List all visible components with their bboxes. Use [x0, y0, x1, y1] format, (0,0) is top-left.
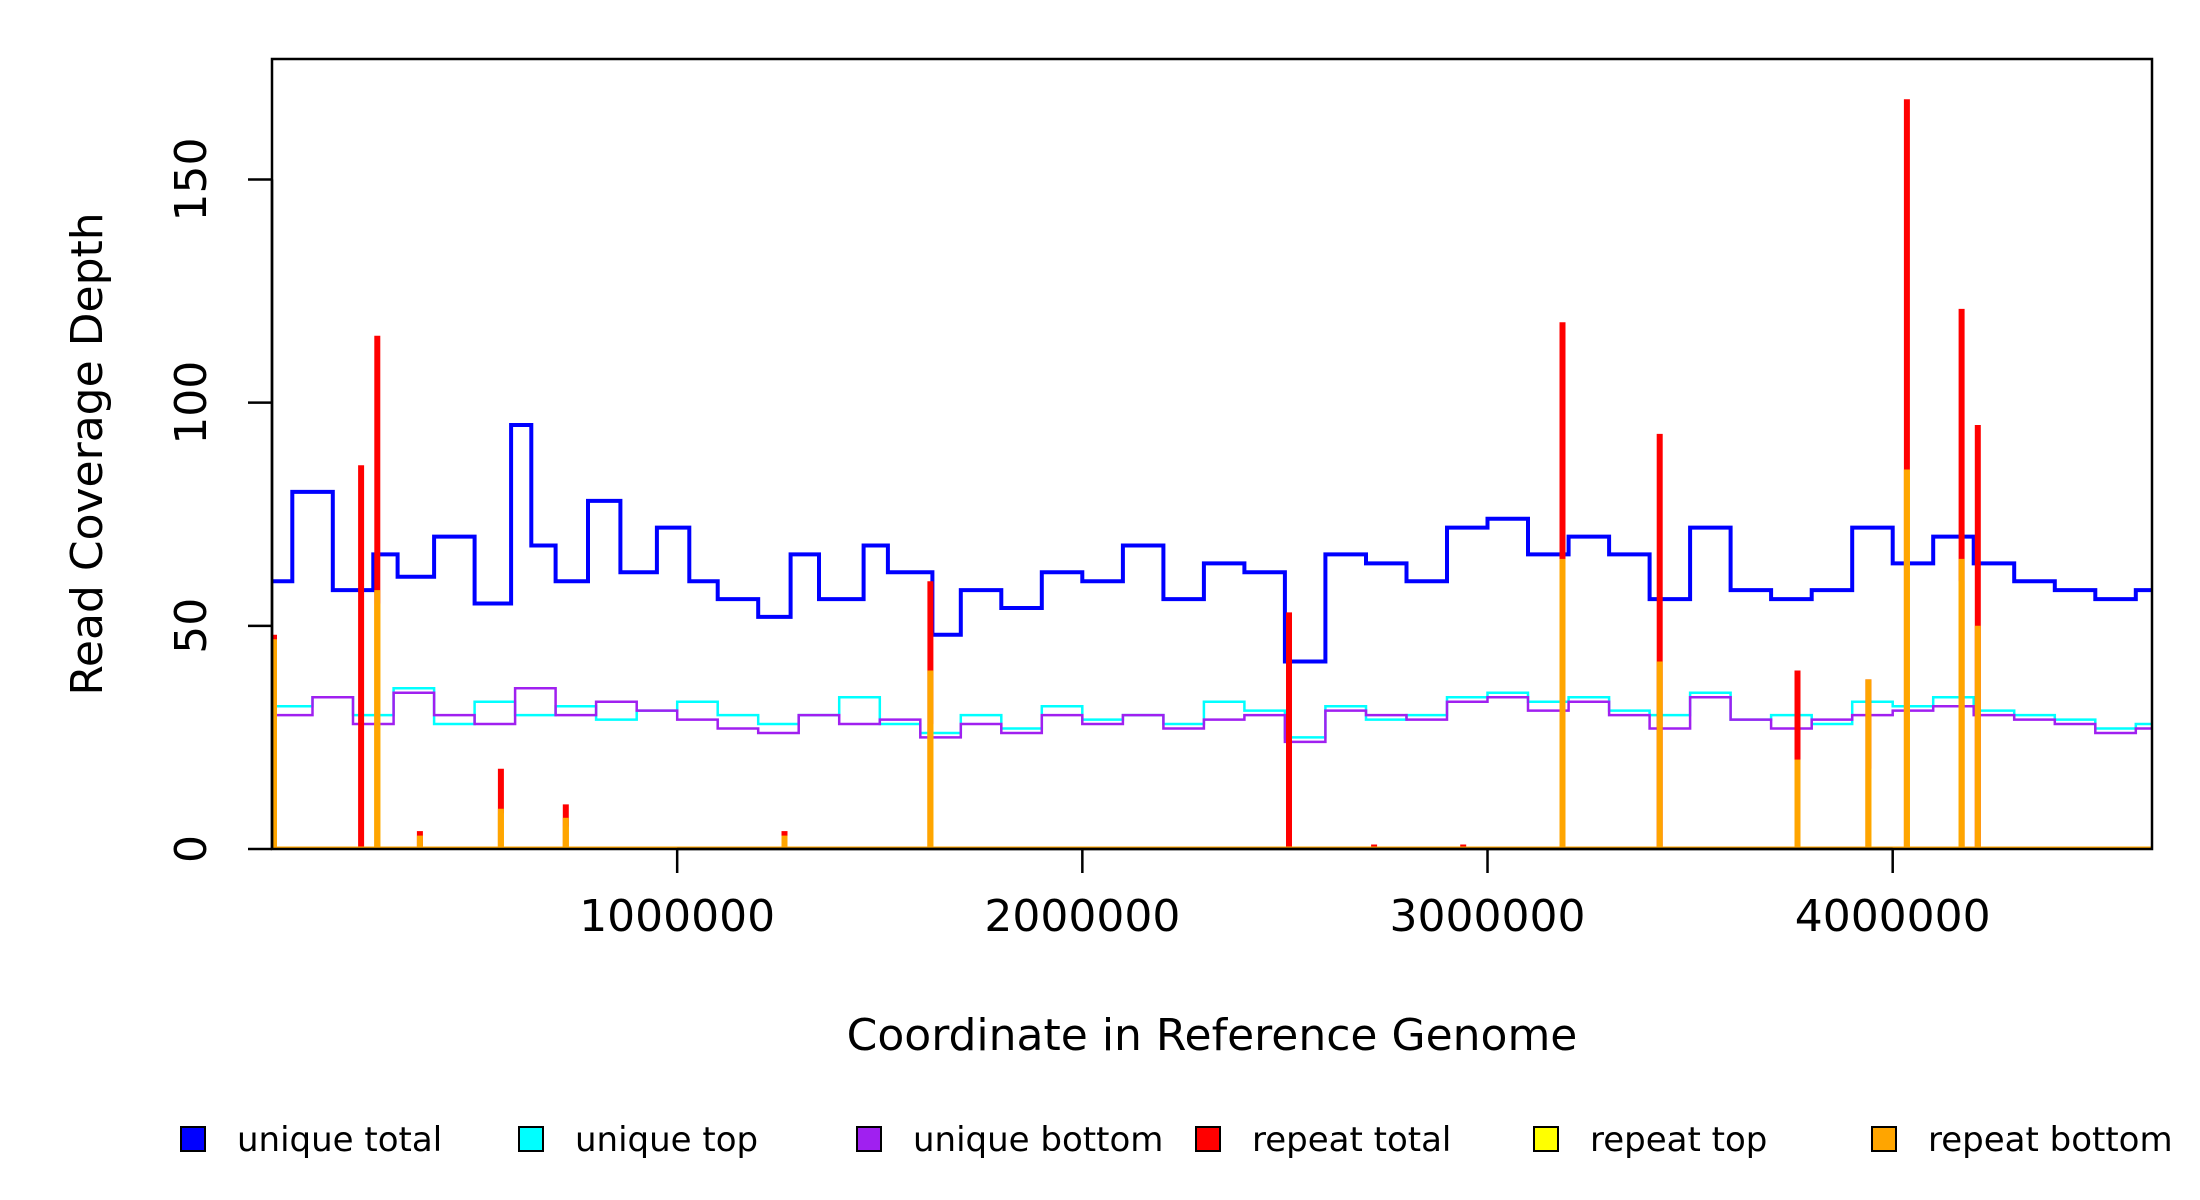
x-tick-label: 4000000 — [1795, 891, 1991, 942]
y-axis-title: Read Coverage Depth — [62, 212, 113, 695]
legend-label: unique total — [237, 1120, 442, 1160]
legend-swatch — [180, 1126, 206, 1152]
legend-swatch — [518, 1126, 544, 1152]
legend-swatch — [856, 1126, 882, 1152]
legend-label: repeat total — [1252, 1120, 1451, 1160]
legend-swatch — [1533, 1126, 1559, 1152]
legend: unique total unique top unique bottom repea… — [180, 1120, 2173, 1160]
x-axis: 1000000 2000000 3000000 4000000 — [579, 847, 1991, 942]
series-layer — [272, 99, 2152, 849]
legend-swatch — [1871, 1126, 1897, 1152]
legend-swatch — [1195, 1126, 1221, 1152]
y-tick-label: 150 — [166, 138, 217, 222]
legend-label: unique bottom — [913, 1120, 1163, 1160]
series-line-unique-bottom — [272, 687, 2152, 744]
y-axis: 0 50 100 150 — [166, 138, 274, 863]
y-tick-label: 100 — [166, 361, 217, 445]
legend-label: unique top — [575, 1120, 758, 1160]
legend-label: repeat top — [1590, 1120, 1767, 1160]
x-tick-label: 1000000 — [579, 891, 775, 942]
y-tick-label: 50 — [166, 598, 217, 654]
x-tick-label: 3000000 — [1390, 891, 1586, 942]
legend-label: repeat bottom — [1928, 1120, 2173, 1160]
series-line-unique-total — [272, 423, 2152, 664]
y-tick-label: 0 — [166, 835, 217, 863]
x-tick-label: 2000000 — [984, 891, 1180, 942]
x-axis-title: Coordinate in Reference Genome — [847, 1010, 1578, 1061]
